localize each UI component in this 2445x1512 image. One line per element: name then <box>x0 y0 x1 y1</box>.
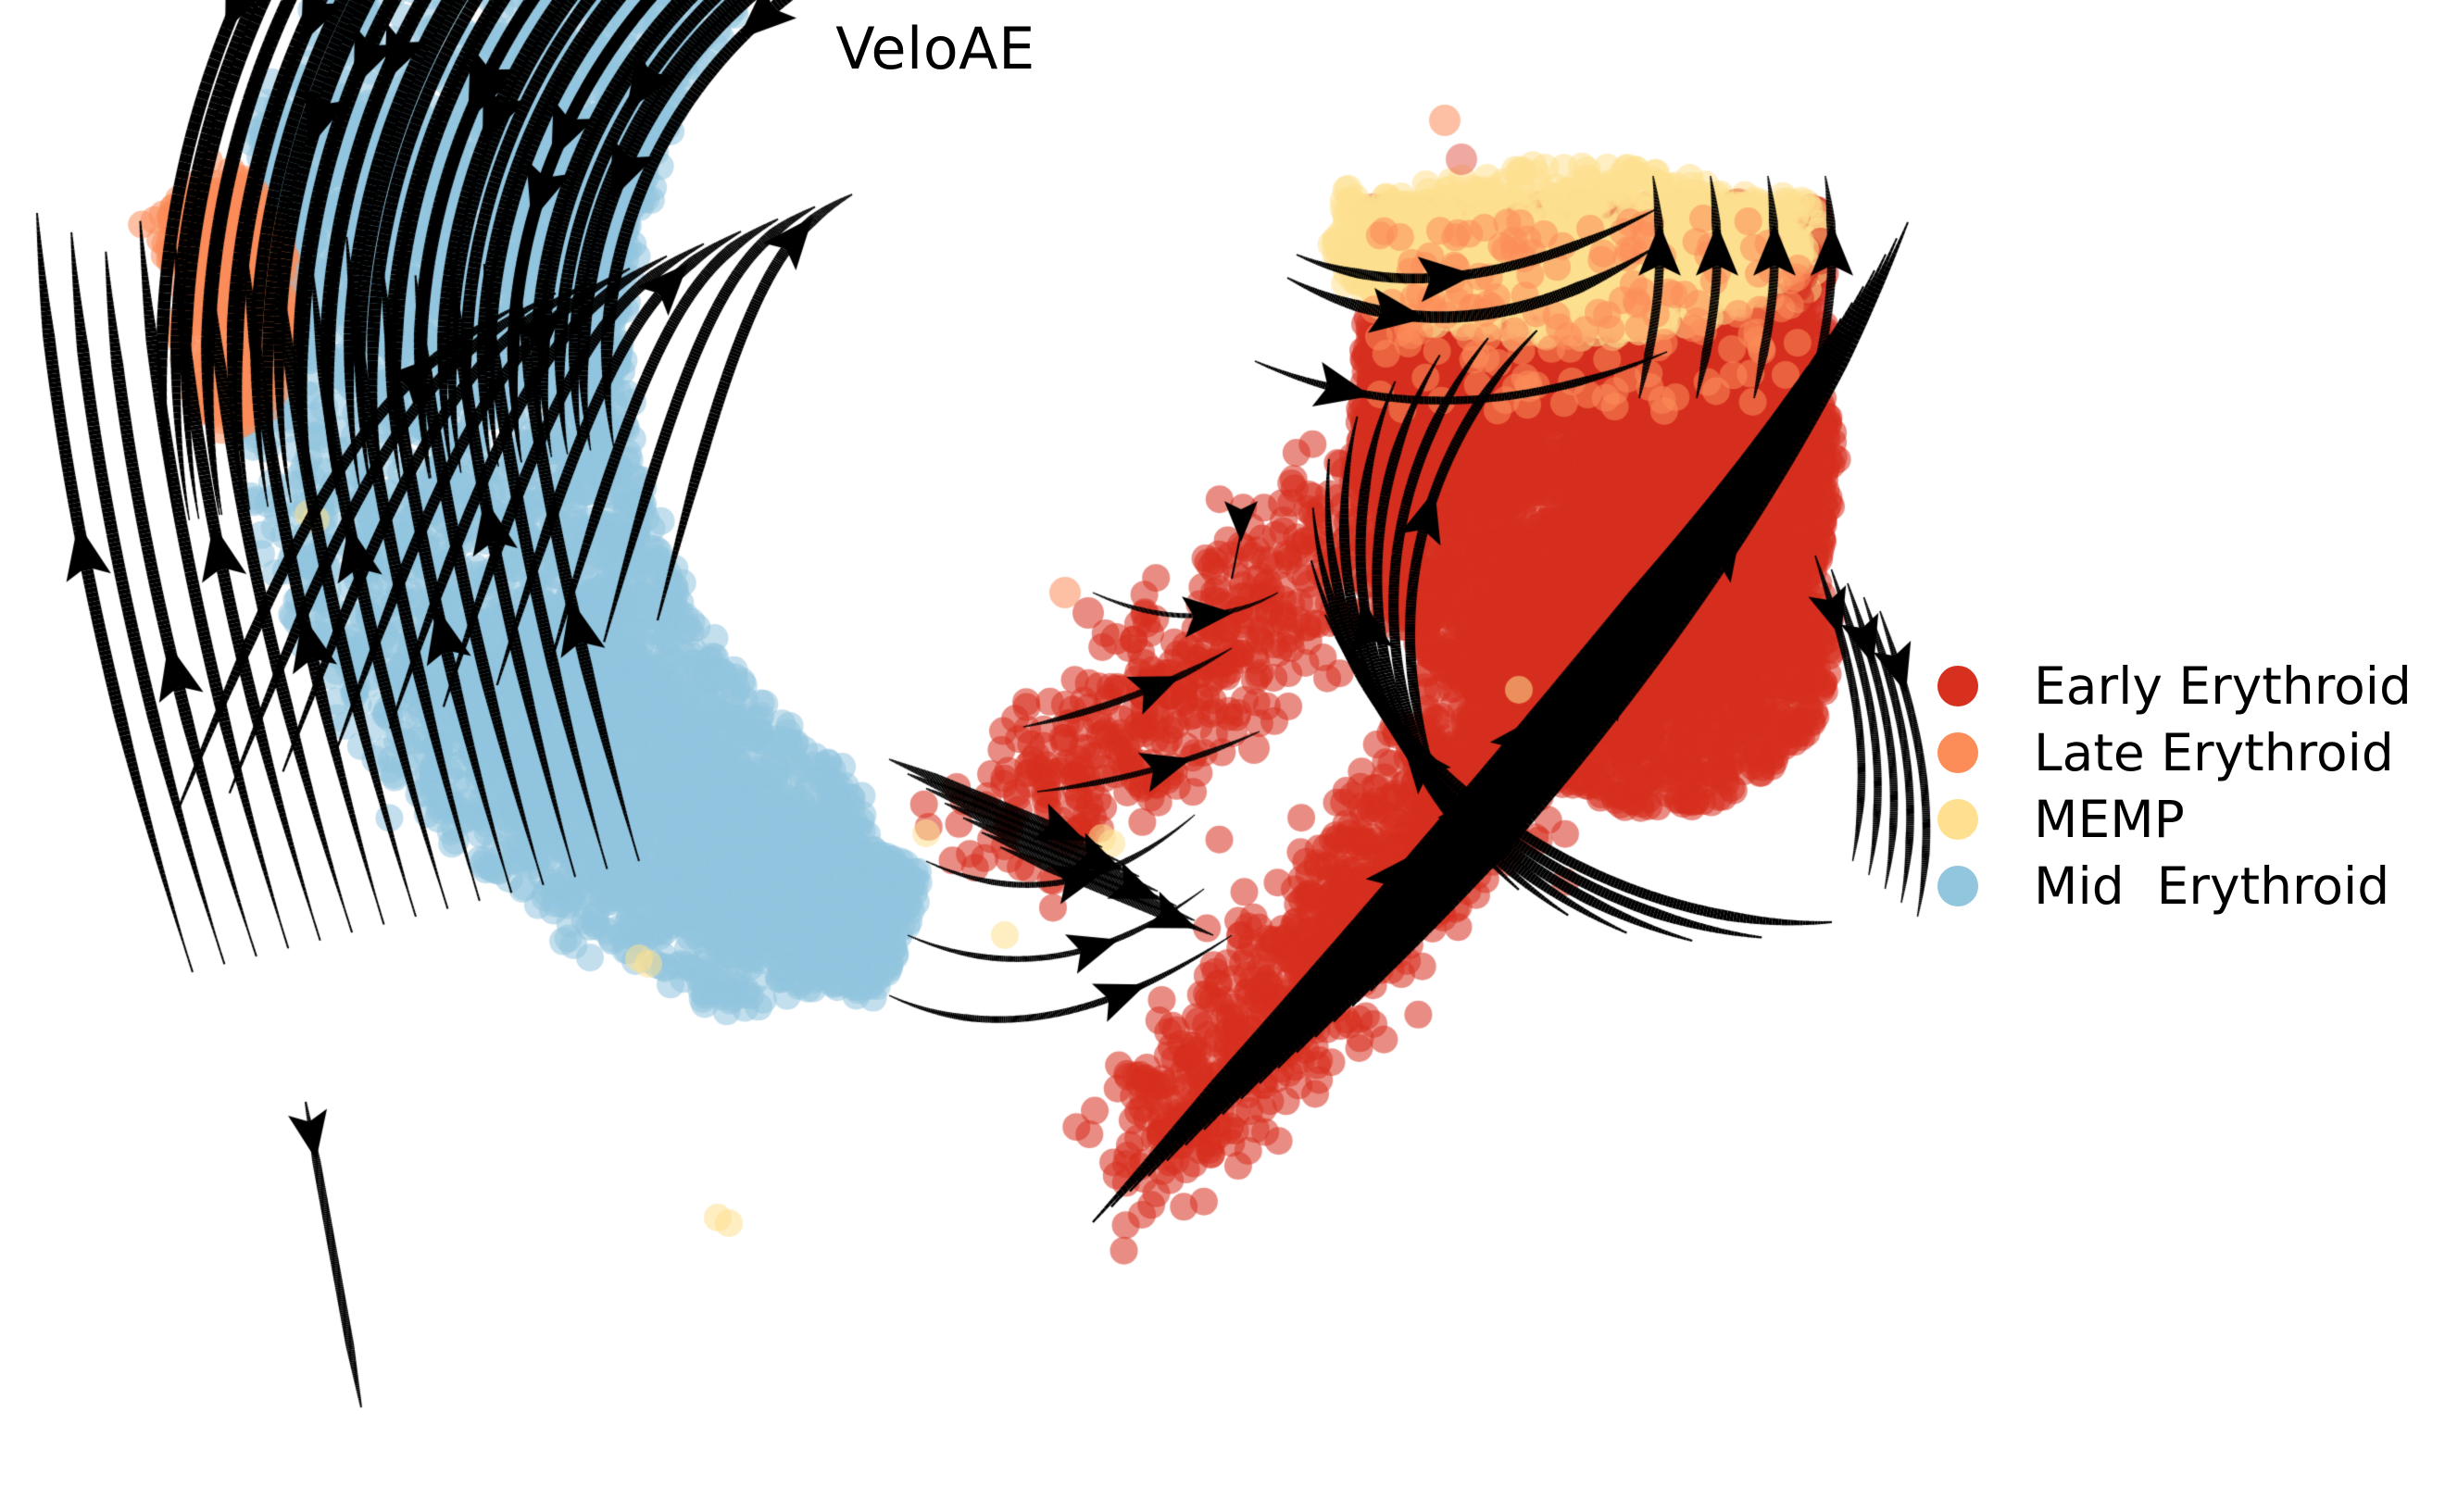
legend: Early Erythroid Late Erythroid MEMP Mid … <box>1937 653 2438 919</box>
legend-item-early-erythroid[interactable]: Early Erythroid <box>1937 653 2438 719</box>
legend-marker-icon <box>1937 666 1978 706</box>
legend-item-label: Early Erythroid <box>2034 656 2412 716</box>
legend-item-mid-erythroid[interactable]: Mid Erythroid <box>1937 853 2438 919</box>
legend-item-memp[interactable]: MEMP <box>1937 786 2438 853</box>
legend-marker-icon <box>1937 866 1978 906</box>
legend-marker-icon <box>1937 799 1978 840</box>
legend-marker-icon <box>1937 732 1978 773</box>
legend-item-late-erythroid[interactable]: Late Erythroid <box>1937 719 2438 786</box>
page-title: VeloAE <box>835 15 1035 82</box>
legend-item-label: Late Erythroid <box>2034 722 2394 782</box>
legend-item-label: Mid Erythroid <box>2034 856 2390 916</box>
legend-item-label: MEMP <box>2034 789 2185 849</box>
